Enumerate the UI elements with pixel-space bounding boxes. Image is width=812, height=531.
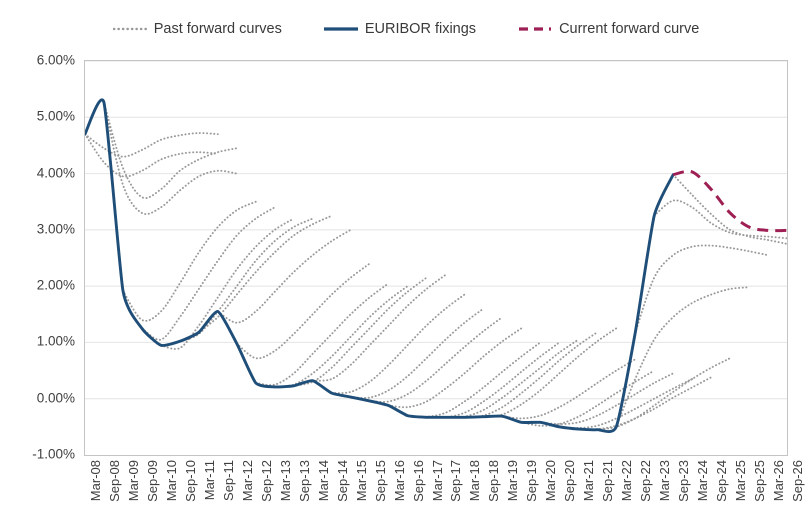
past-forward-curve <box>140 206 276 341</box>
past-forward-curve <box>254 282 390 387</box>
past-forward-curve <box>122 200 257 322</box>
x-axis-tick-label: Sep-09 <box>144 460 160 502</box>
x-axis-tick-label: Sep-19 <box>524 460 540 502</box>
legend-item-euribor-fixings: EURIBOR fixings <box>323 20 477 37</box>
past-forward-curve <box>103 101 238 199</box>
past-forward-curve <box>235 262 371 360</box>
past-forward-curve <box>634 244 769 334</box>
x-axis-tick-label: Mar-13 <box>277 460 293 502</box>
x-axis-tick-label: Mar-12 <box>239 460 255 502</box>
past-forward-curve <box>103 101 238 216</box>
y-axis-tick-label: 3.00% <box>36 221 75 237</box>
chart-legend: Past forward curves EURIBOR fixings Curr… <box>0 14 812 44</box>
x-axis-tick-label: Sep-11 <box>220 460 236 501</box>
x-axis-tick-label: Sep-16 <box>410 460 426 502</box>
y-axis-tick-label: 0.00% <box>36 390 75 406</box>
past-forward-curve <box>501 358 637 420</box>
past-forward-curve <box>463 331 599 419</box>
plot-area <box>84 60 788 456</box>
y-axis-tick-label: 2.00% <box>36 277 75 293</box>
past-forward-curve <box>197 214 333 334</box>
x-axis-tick-label: Sep-10 <box>182 460 198 502</box>
current-forward-curve-line <box>672 169 787 233</box>
past-forward-curve <box>406 341 542 418</box>
past-forward-curve <box>85 132 219 158</box>
x-axis-tick-label: Mar-24 <box>695 460 711 502</box>
past-forward-curve <box>368 316 504 403</box>
x-axis-tick-label: Sep-24 <box>714 460 730 502</box>
dotted-line-icon <box>112 23 147 35</box>
y-axis: 6.00% 5.00% 4.00% 3.00% 2.00% 1.00% 0.00% -1.00… <box>0 0 84 531</box>
current-forward-curve-path <box>672 169 787 233</box>
x-axis-tick-label: Sep-15 <box>372 460 388 502</box>
euribor-fixings-line <box>85 98 675 433</box>
past-forward-curve <box>482 327 618 418</box>
past-forward-curve <box>672 173 787 245</box>
x-axis-tick-label: Mar-20 <box>543 460 559 502</box>
past-forward-curve <box>387 327 523 409</box>
x-axis-tick-label: Mar-10 <box>163 460 179 502</box>
past-forward-curve <box>349 307 485 399</box>
past-forward-curve <box>292 276 428 387</box>
past-forward-curve <box>311 273 447 382</box>
y-axis-tick-label: 5.00% <box>36 108 75 124</box>
past-forward-curve <box>615 286 750 428</box>
x-axis-tick-label: Sep-21 <box>600 460 616 502</box>
x-axis-tick-label: Mar-16 <box>391 460 407 502</box>
x-axis-tick-label: Mar-19 <box>505 460 521 502</box>
y-axis-tick-label: -1.00% <box>32 446 75 462</box>
legend-item-past-forward-curves: Past forward curves <box>112 20 282 37</box>
x-axis-tick-label: Mar-22 <box>619 460 635 502</box>
legend-label-euribor-fixings: EURIBOR fixings <box>364 20 477 37</box>
past-forward-curve <box>216 228 352 324</box>
x-axis-tick-label: Mar-17 <box>429 460 445 502</box>
y-axis-tick-label: 4.00% <box>36 165 75 181</box>
past-forward-curve <box>653 199 787 240</box>
x-axis-tick-label: Mar-21 <box>581 460 597 502</box>
past-forward-curves-group <box>85 101 787 431</box>
past-forward-curve <box>330 293 466 395</box>
x-axis-tick-label: Sep-13 <box>296 460 312 502</box>
legend-label-current-forward-curve: Current forward curve <box>559 20 700 37</box>
x-axis-tick-label: Mar-08 <box>88 460 103 502</box>
x-axis-tick-label: Sep-25 <box>752 460 768 502</box>
x-axis-tick-label: Mar-14 <box>315 460 331 502</box>
x-axis-tick-label: Mar-23 <box>657 460 673 502</box>
x-axis-tick-label: Sep-17 <box>448 460 464 502</box>
past-forward-curve <box>178 217 314 343</box>
solid-line-icon <box>323 23 358 35</box>
x-axis-tick-label: Mar-18 <box>467 460 483 502</box>
x-axis-tick-label: Mar-15 <box>353 460 369 502</box>
x-axis-tick-label: Sep-18 <box>486 460 502 502</box>
past-forward-curve <box>558 378 694 429</box>
y-axis-tick-label: 6.00% <box>36 52 75 68</box>
x-axis-tick-label: Sep-22 <box>638 460 654 502</box>
y-axis-tick-label: 1.00% <box>36 333 75 349</box>
gridlines <box>85 61 787 400</box>
x-axis-tick-label: Sep-20 <box>562 460 578 502</box>
x-axis-tick-label: Mar-09 <box>125 460 141 502</box>
past-forward-curve <box>159 217 295 350</box>
plot-svg <box>85 61 787 433</box>
x-axis: Mar-08 Sep-08 Mar-09 Sep-09 Mar-10 Sep-10 Mar-… <box>84 458 805 530</box>
euribor-fixings-path <box>85 98 675 433</box>
x-axis-tick-label: Sep-08 <box>106 460 122 502</box>
dashed-line-icon <box>518 23 552 35</box>
x-axis-tick-label: Mar-25 <box>733 460 749 502</box>
x-axis-tick-label: Sep-12 <box>258 460 274 502</box>
legend-label-past-forward-curves: Past forward curves <box>153 20 282 37</box>
x-axis-tick-label: Sep-14 <box>334 460 350 502</box>
past-forward-curve <box>85 133 219 178</box>
x-axis-tick-label: Sep-23 <box>676 460 692 502</box>
past-forward-curve <box>539 372 675 425</box>
x-axis-tick-label: Mar-11 <box>201 460 217 501</box>
legend-item-current-forward-curve: Current forward curve <box>518 22 699 37</box>
past-forward-curve <box>577 376 713 431</box>
x-axis-tick-label: Sep-26 <box>790 460 805 502</box>
x-axis-tick-label: Mar-26 <box>771 460 787 502</box>
past-forward-curve <box>425 341 561 419</box>
past-forward-curve <box>520 369 656 427</box>
